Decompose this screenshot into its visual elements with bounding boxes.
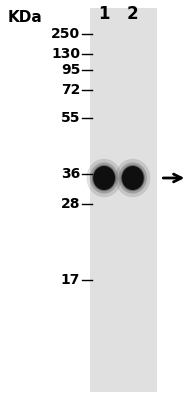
Text: 17: 17 xyxy=(61,273,80,287)
Text: 28: 28 xyxy=(61,197,80,211)
Text: 36: 36 xyxy=(61,167,80,181)
Text: 130: 130 xyxy=(51,47,80,61)
Ellipse shape xyxy=(90,162,118,194)
Text: 95: 95 xyxy=(61,63,80,77)
Ellipse shape xyxy=(118,162,147,194)
Text: 72: 72 xyxy=(61,83,80,97)
Text: 1: 1 xyxy=(98,5,110,23)
Text: 55: 55 xyxy=(61,111,80,125)
Text: 250: 250 xyxy=(51,27,80,41)
Ellipse shape xyxy=(122,166,144,190)
Ellipse shape xyxy=(87,159,122,197)
Text: KDa: KDa xyxy=(7,10,42,26)
Ellipse shape xyxy=(92,165,116,191)
Text: 2: 2 xyxy=(127,5,138,23)
Bar xyxy=(90,8,157,392)
Ellipse shape xyxy=(115,159,150,197)
Ellipse shape xyxy=(93,166,115,190)
Ellipse shape xyxy=(121,165,145,191)
